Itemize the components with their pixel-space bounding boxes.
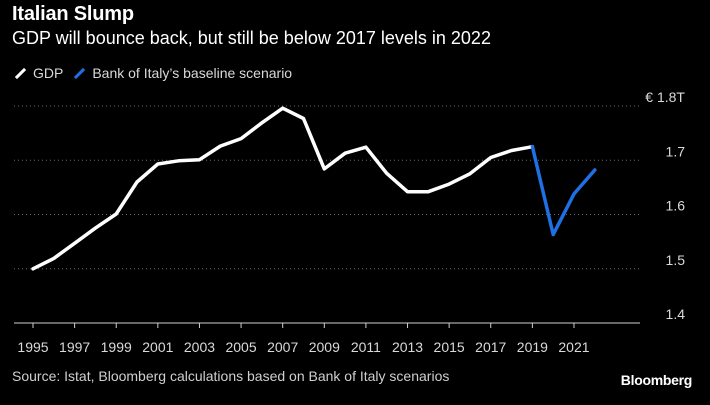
- chart-title: Italian Slump: [12, 3, 134, 25]
- x-tick-label: 2019: [517, 339, 548, 355]
- y-tick-label: 1.4: [666, 306, 686, 322]
- source-note: Source: Istat, Bloomberg calculations ba…: [12, 368, 450, 384]
- series-line-baseline-scenario: [530, 144, 597, 237]
- legend-item-baseline: Bank of Italy’s baseline scenario: [73, 65, 292, 81]
- x-tick-label: 2013: [392, 339, 423, 355]
- y-tick-label: 1.5: [666, 252, 686, 268]
- legend-label-gdp: GDP: [33, 65, 64, 81]
- chart-legend: GDP Bank of Italy’s baseline scenario: [14, 64, 302, 82]
- chart-subtitle: GDP will bounce back, but still be below…: [12, 28, 491, 48]
- x-tick-label: 1999: [101, 339, 132, 355]
- y-tick-label: € 1.8T: [645, 89, 685, 105]
- x-tick-label: 2011: [351, 339, 381, 355]
- x-tick-label: 2005: [225, 339, 256, 355]
- legend-item-gdp: GDP: [14, 65, 63, 81]
- x-tick-label: 2001: [142, 339, 173, 355]
- x-tick-label: 2015: [434, 339, 465, 355]
- series-line-gdp: [31, 106, 535, 271]
- y-tick-label: 1.7: [666, 143, 686, 159]
- x-tick-label: 2009: [309, 339, 340, 355]
- x-tick-label: 2007: [267, 339, 298, 355]
- y-tick-label: 1.6: [666, 198, 686, 214]
- x-tick-label: 1997: [59, 339, 90, 355]
- x-tick-label: 2017: [475, 339, 506, 355]
- x-tick-label: 2003: [184, 339, 215, 355]
- legend-label-baseline: Bank of Italy’s baseline scenario: [92, 65, 293, 81]
- bloomberg-logo: Bloomberg: [620, 372, 693, 388]
- x-tick-label: 2021: [558, 339, 589, 355]
- x-tick-label: 1995: [17, 339, 48, 355]
